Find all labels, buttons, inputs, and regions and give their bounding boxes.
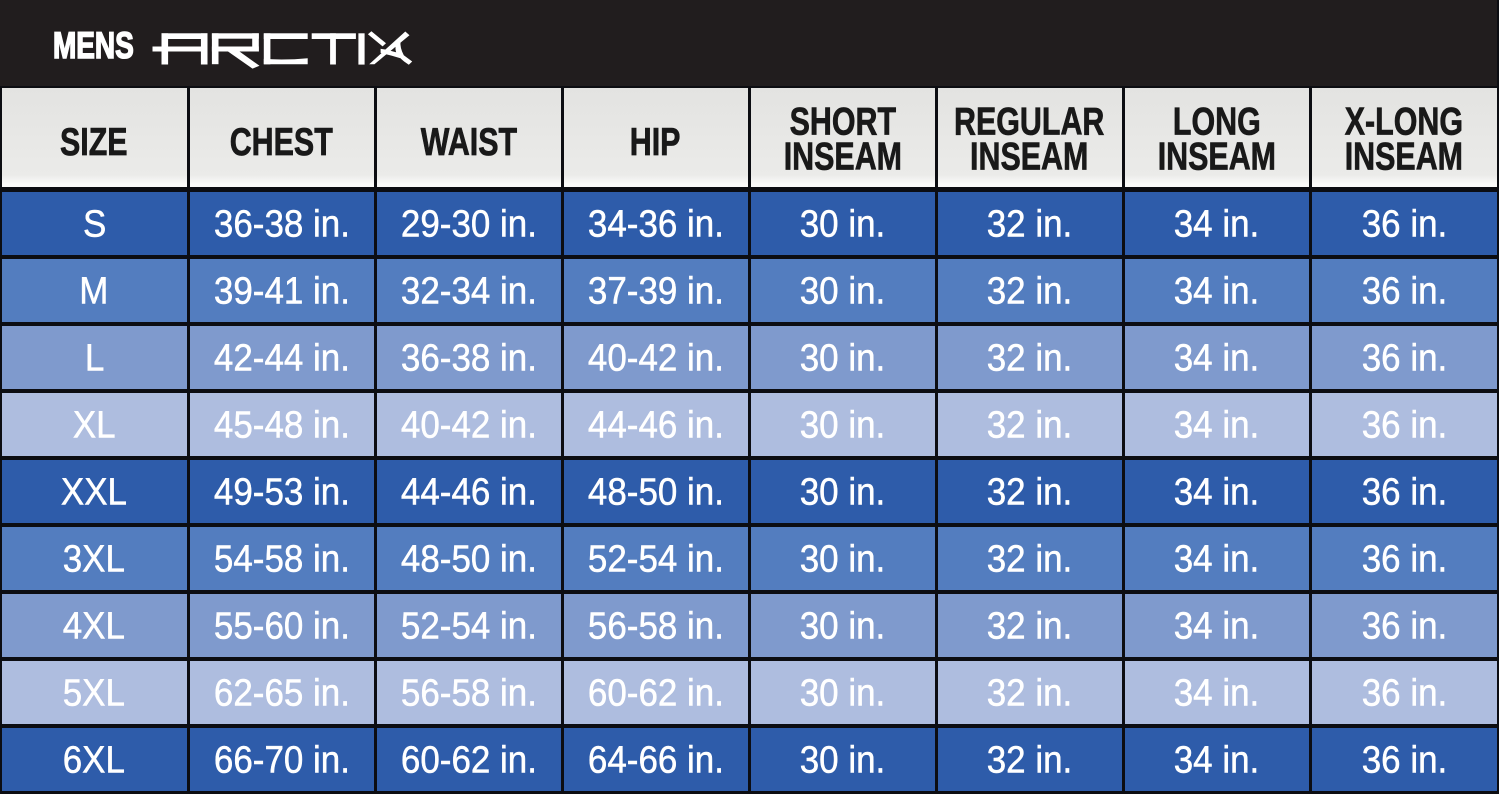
svg-text:MENS: MENS bbox=[53, 24, 134, 66]
